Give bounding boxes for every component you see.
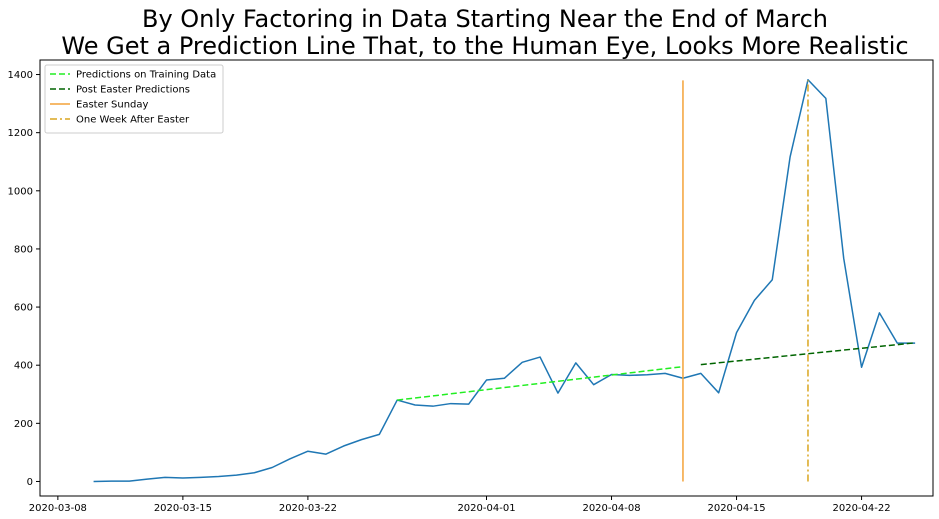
y-tick-label: 1200 — [8, 128, 33, 139]
x-tick-label: 2020-04-15 — [707, 503, 765, 514]
chart-title-line-1: By Only Factoring in Data Starting Near … — [142, 5, 828, 33]
legend-box — [44, 64, 224, 134]
y-tick-label: 0 — [27, 477, 33, 488]
y-tick-label: 400 — [14, 361, 33, 372]
x-tick-label: 2020-04-08 — [582, 503, 640, 514]
legend: Predictions on Training Data Post Easter … — [44, 64, 224, 134]
series-predictions-on-training-data — [397, 365, 684, 401]
legend-label: One Week After Easter — [76, 115, 190, 126]
x-tick-label: 2020-03-08 — [29, 503, 87, 514]
x-tick-label: 2020-04-22 — [832, 503, 890, 514]
y-tick-label: 600 — [14, 303, 33, 314]
x-tick-label: 2020-03-22 — [279, 503, 337, 514]
legend-label: Easter Sunday — [76, 100, 149, 111]
chart-title-line-2: We Get a Prediction Line That, to the Hu… — [61, 32, 908, 60]
y-tick-label: 800 — [14, 244, 33, 255]
x-tick-label: 2020-04-01 — [457, 503, 515, 514]
y-tick-label: 200 — [14, 419, 33, 430]
legend-label: Predictions on Training Data — [76, 70, 216, 81]
series-observed — [93, 79, 916, 483]
x-axis: 2020-03-08 2020-03-15 2020-03-22 2020-04-01… — [29, 496, 891, 514]
y-tick-label: 1400 — [8, 70, 33, 81]
y-axis: 0 200 400 600 800 1000 1200 1400 — [8, 70, 40, 488]
series-layer — [93, 79, 916, 483]
legend-label: Post Easter Predictions — [76, 85, 190, 96]
x-tick-label: 2020-03-15 — [154, 503, 212, 514]
y-tick-label: 1000 — [8, 186, 33, 197]
